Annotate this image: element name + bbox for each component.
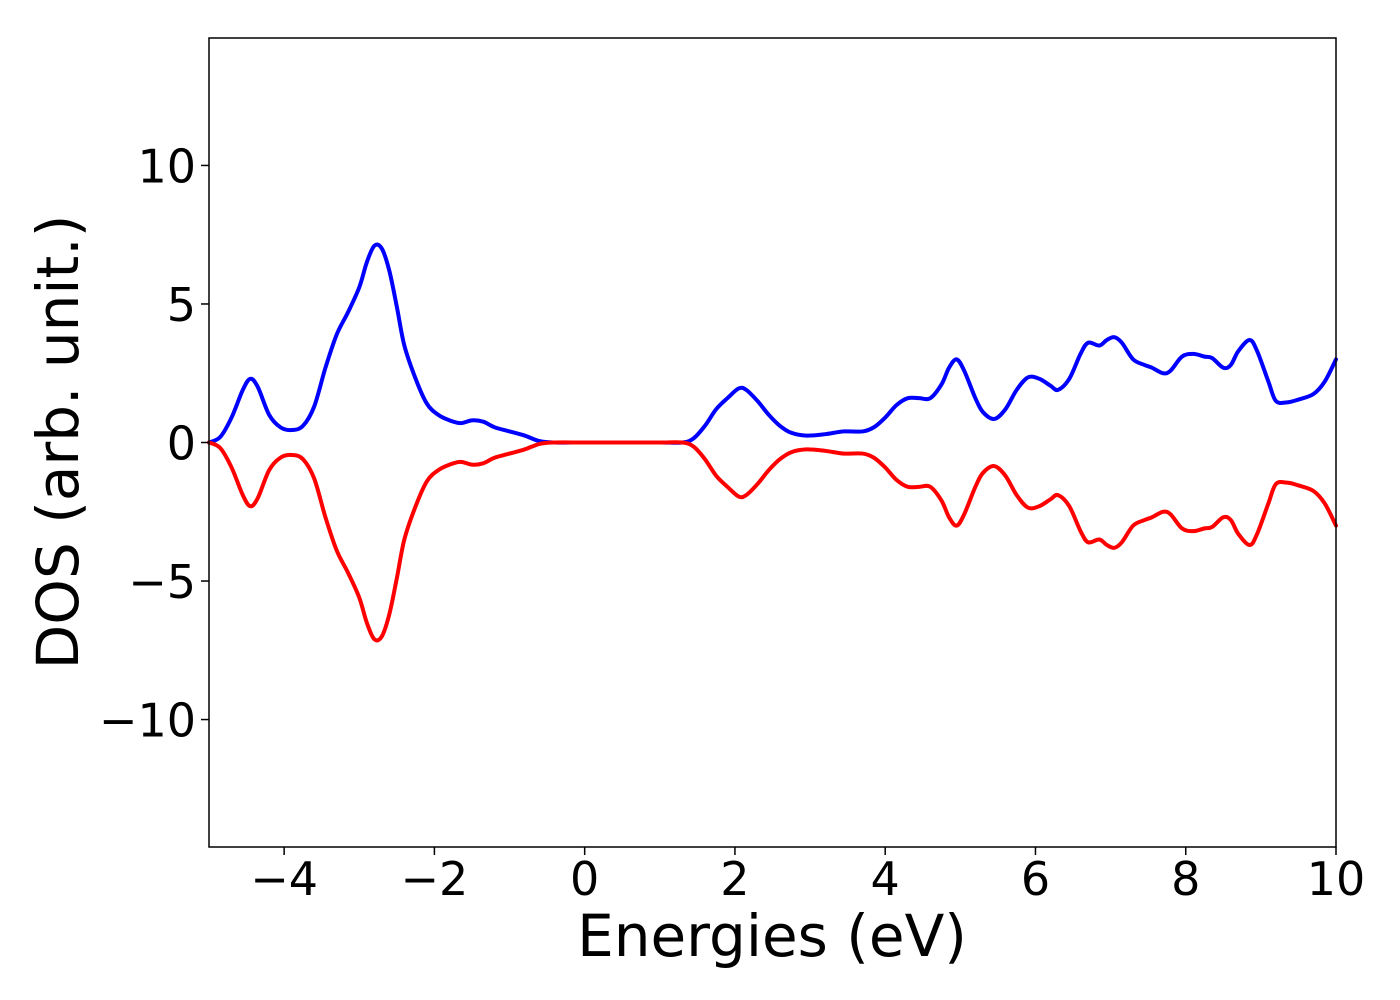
y-tick-label: 0 bbox=[167, 417, 196, 471]
x-tick-label: −4 bbox=[250, 852, 318, 906]
x-tick-label: 2 bbox=[720, 852, 749, 906]
y-tick-label: 10 bbox=[137, 139, 196, 193]
x-tick-label: 0 bbox=[570, 852, 599, 906]
x-axis-ticks: −4 −2 0 2 4 6 8 10 bbox=[250, 847, 1365, 906]
y-tick-label: −5 bbox=[128, 555, 196, 609]
y-tick-label: 5 bbox=[167, 278, 196, 332]
x-tick-label: −2 bbox=[400, 852, 468, 906]
y-axis-label: DOS (arb. unit.) bbox=[24, 215, 92, 670]
x-tick-label: 4 bbox=[871, 852, 900, 906]
y-axis-ticks: 10 5 0 −5 −10 bbox=[99, 139, 209, 748]
x-tick-label: 8 bbox=[1171, 852, 1200, 906]
x-tick-label: 10 bbox=[1307, 852, 1366, 906]
x-axis-label: Energies (eV) bbox=[577, 902, 967, 970]
y-tick-label: −10 bbox=[99, 694, 196, 748]
x-tick-label: 6 bbox=[1021, 852, 1050, 906]
series-line-negative bbox=[207, 440, 1338, 643]
plot-frame bbox=[208, 37, 1337, 848]
series-layer bbox=[207, 242, 1338, 643]
series-line-positive bbox=[207, 242, 1338, 445]
